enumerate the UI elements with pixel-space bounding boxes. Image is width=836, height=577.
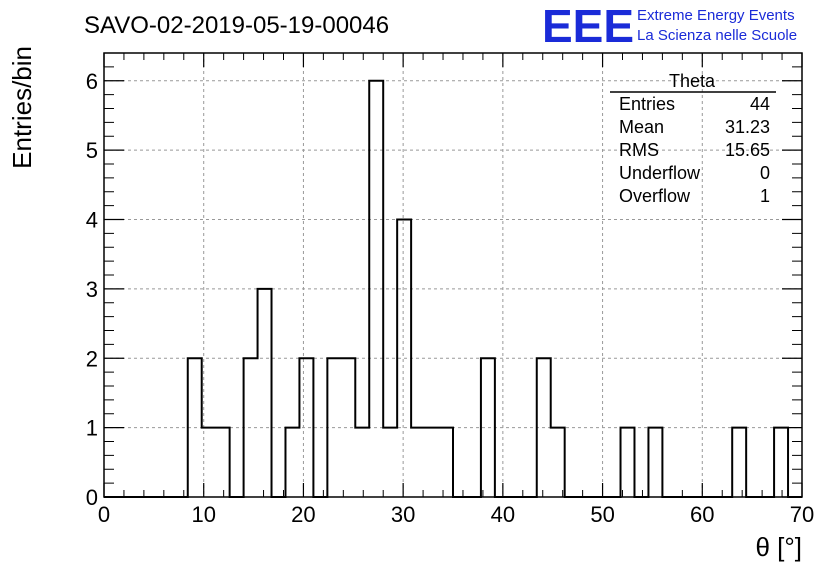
stats-rows: Entries 44 Mean 31.23 RMS 15.65 Underflow 0 Over… <box>619 94 770 206</box>
logo-line-1: Extreme Energy Events <box>637 7 795 24</box>
stats-label: Underflow <box>619 163 701 183</box>
x-tick-label: 30 <box>391 502 415 527</box>
y-axis-label: Entries/bin <box>7 46 37 169</box>
y-tick-label: 4 <box>86 208 98 233</box>
logo-line-2: La Scienza nelle Scuole <box>637 27 797 44</box>
x-tick-label: 40 <box>491 502 515 527</box>
chart-title: SAVO-02-2019-05-19-00046 <box>84 12 389 39</box>
stats-box: Theta Entries 44 Mean 31.23 RMS 15.65 Underflo… <box>610 71 776 206</box>
stats-label: Mean <box>619 117 664 137</box>
y-tick-label: 6 <box>86 69 98 94</box>
y-tick-label: 0 <box>86 485 98 510</box>
plot-frame <box>103 52 803 498</box>
y-tick-label: 1 <box>86 416 98 441</box>
stats-value: 15.65 <box>725 140 770 160</box>
stats-value: 1 <box>760 186 770 206</box>
eee-logo: EEE Extreme Energy Events La Scienza nel… <box>542 0 797 52</box>
x-tick-label: 60 <box>690 502 714 527</box>
x-axis-label: θ [°] <box>755 532 802 562</box>
x-tick-label: 20 <box>291 502 315 527</box>
x-tick-label: 70 <box>790 502 814 527</box>
stats-label: RMS <box>619 140 659 160</box>
logo-mark: EEE <box>542 0 634 52</box>
stats-value: 44 <box>750 94 770 114</box>
x-tick-label: 10 <box>191 502 215 527</box>
stats-value: 31.23 <box>725 117 770 137</box>
y-tick-label: 3 <box>86 277 98 302</box>
y-tick-label: 2 <box>86 346 98 371</box>
stats-label: Overflow <box>619 186 691 206</box>
stats-value: 0 <box>760 163 770 183</box>
stats-name: Theta <box>669 71 716 91</box>
x-tick-label: 50 <box>590 502 614 527</box>
y-tick-label: 5 <box>86 138 98 163</box>
stats-label: Entries <box>619 94 675 114</box>
x-tick-label: 0 <box>98 502 110 527</box>
